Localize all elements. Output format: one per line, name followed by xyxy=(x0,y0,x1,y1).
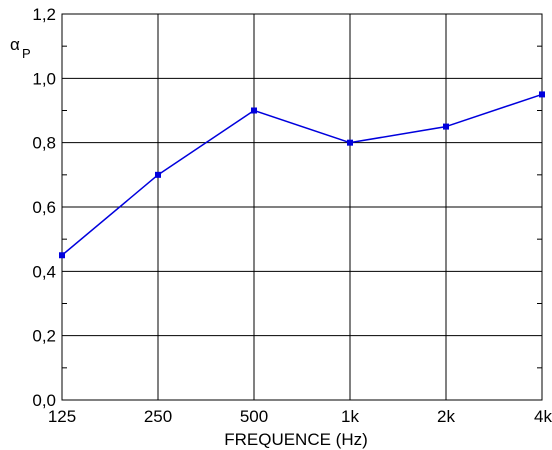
y-tick-label: 1,0 xyxy=(32,69,56,88)
data-point xyxy=(251,107,257,114)
series-layer xyxy=(59,91,545,259)
x-tick-label: 2k xyxy=(437,407,455,426)
y-axis-label: α P xyxy=(10,35,31,61)
series-line-segment xyxy=(349,125,447,144)
y-axis-label-subscript: P xyxy=(22,46,31,61)
y-tick-label: 0,6 xyxy=(32,198,56,217)
grid-layer xyxy=(61,13,543,401)
x-tick-label: 4k xyxy=(534,407,552,426)
x-axis-label: FREQUENCE (Hz) xyxy=(224,430,368,449)
y-tick-label: 0,4 xyxy=(32,262,56,281)
data-point xyxy=(443,123,449,130)
y-tick-label: 0,2 xyxy=(32,327,56,346)
x-tick-label: 1k xyxy=(341,407,359,426)
data-point xyxy=(347,139,353,146)
y-axis-label-symbol: α xyxy=(10,35,20,54)
y-tick-label: 0,0 xyxy=(32,391,56,410)
series-line-segment xyxy=(157,109,255,176)
series-line-segment xyxy=(253,109,351,144)
y-tick-label: 1,2 xyxy=(32,5,56,24)
data-point xyxy=(539,91,545,98)
axis-layer: 0,0 0,2 0,4 0,6 0,8 1,0 1,2 125 250 500 1k 2k 4k xyxy=(32,5,552,426)
y-tick-label: 0,8 xyxy=(32,134,56,153)
series-line-segment xyxy=(61,174,159,256)
x-tick-label: 500 xyxy=(240,407,268,426)
data-point xyxy=(59,252,65,259)
series-line-segment xyxy=(445,93,543,128)
data-point xyxy=(155,171,161,178)
x-tick-label: 250 xyxy=(144,407,172,426)
x-tick-label: 125 xyxy=(48,407,76,426)
